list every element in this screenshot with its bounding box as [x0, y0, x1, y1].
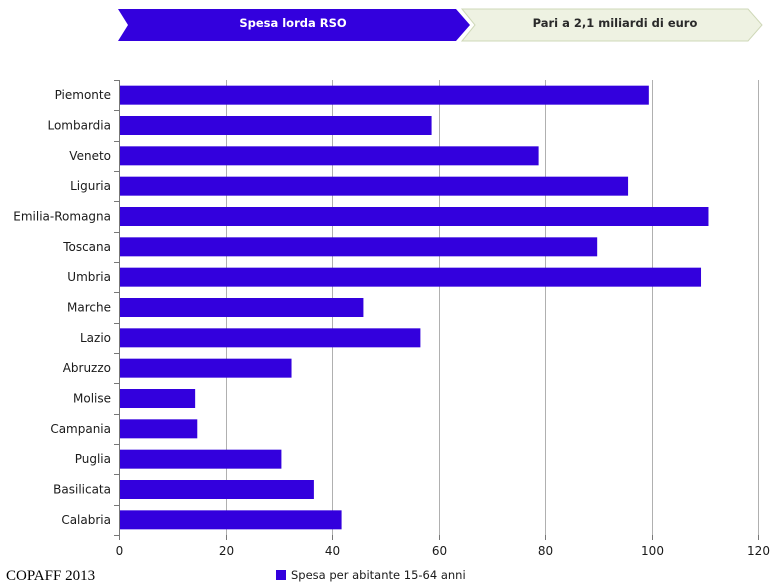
category-label: Piemonte	[55, 88, 111, 102]
step2-label: Pari a 2,1 miliardi di euro	[532, 16, 698, 30]
category-label: Umbria	[67, 270, 111, 284]
category-label: Veneto	[69, 149, 111, 163]
step1-arrow	[118, 9, 470, 41]
category-label: Calabria	[61, 513, 111, 527]
bar	[120, 85, 649, 105]
category-label: Emilia-Romagna	[13, 210, 111, 224]
bar	[120, 510, 342, 530]
category-label: Abruzzo	[63, 361, 111, 375]
category-label: Basilicata	[53, 483, 111, 497]
bar	[120, 237, 598, 257]
x-tick-label: 40	[325, 544, 340, 558]
category-label: Puglia	[75, 452, 111, 466]
bar	[120, 146, 539, 166]
step1-label: Spesa lorda RSO	[239, 16, 347, 30]
step2-arrow	[460, 8, 763, 42]
x-tick-label: 20	[219, 544, 234, 558]
category-label: Marche	[67, 301, 111, 315]
category-label: Toscana	[62, 240, 111, 254]
bar	[120, 298, 364, 317]
legend-swatch	[276, 570, 286, 580]
x-tick-label: 60	[432, 544, 447, 558]
bar-chart: 0 20 40 60 80 100 120 Piemonte Lombardia Veneto Li…	[13, 80, 770, 558]
category-label: Molise	[73, 392, 111, 406]
bar	[120, 419, 198, 439]
bar	[120, 328, 421, 348]
legend-label: Spesa per abitante 15-64 anni	[291, 568, 466, 582]
category-label: Campania	[50, 422, 111, 436]
bar	[120, 267, 702, 287]
process-steps	[118, 8, 763, 42]
x-tick-label: 0	[116, 544, 124, 558]
x-tick-label: 100	[641, 544, 664, 558]
category-label: Liguria	[70, 179, 111, 193]
x-tick-label: 80	[538, 544, 553, 558]
x-tick-label: 120	[747, 544, 770, 558]
legend: Spesa per abitante 15-64 anni	[276, 566, 466, 584]
bar	[120, 449, 282, 469]
category-label: Lombardia	[47, 119, 111, 133]
bar	[120, 176, 629, 196]
bar	[120, 389, 196, 408]
bar	[120, 358, 292, 378]
category-label: Lazio	[80, 331, 111, 345]
bar	[120, 116, 432, 135]
bar	[120, 480, 314, 499]
bar	[120, 207, 709, 226]
source-note: COPAFF 2013	[6, 568, 96, 584]
